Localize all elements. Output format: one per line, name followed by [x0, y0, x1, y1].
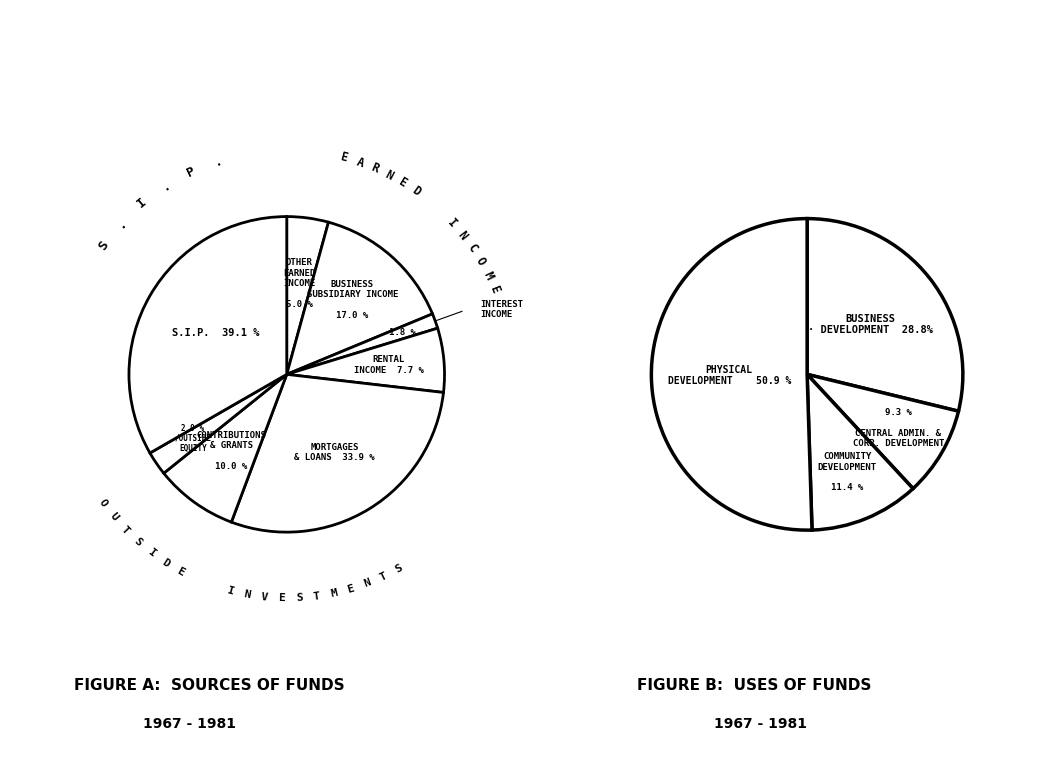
- Text: D: D: [160, 557, 171, 569]
- Text: 1967 - 1981: 1967 - 1981: [714, 717, 807, 730]
- Wedge shape: [129, 216, 287, 453]
- Text: I: I: [145, 547, 157, 559]
- Text: S.I.P.  39.1 %: S.I.P. 39.1 %: [172, 329, 259, 338]
- Wedge shape: [807, 374, 913, 530]
- Text: N: N: [383, 168, 395, 183]
- Wedge shape: [232, 374, 444, 533]
- Text: R: R: [369, 161, 380, 176]
- Text: V: V: [260, 592, 268, 603]
- Text: M: M: [329, 588, 338, 599]
- Text: T: T: [312, 591, 321, 602]
- Text: PHYSICAL
DEVELOPMENT    50.9 %: PHYSICAL DEVELOPMENT 50.9 %: [668, 364, 791, 387]
- Text: D: D: [410, 184, 423, 199]
- Text: A: A: [355, 155, 365, 170]
- Text: I: I: [135, 196, 150, 211]
- Text: INTEREST
INCOME: INTEREST INCOME: [480, 299, 524, 319]
- Text: E: E: [346, 584, 356, 595]
- Text: 1.8 %: 1.8 %: [389, 329, 416, 337]
- Text: I: I: [445, 216, 460, 230]
- Text: S: S: [96, 239, 110, 253]
- Text: U: U: [107, 511, 120, 523]
- Text: 2.9 %
/OUTSIDE
EQUITY: 2.9 % /OUTSIDE EQUITY: [174, 423, 211, 453]
- Wedge shape: [807, 374, 959, 488]
- Text: COMMUNITY
DEVELOPMENT

11.4 %: COMMUNITY DEVELOPMENT 11.4 %: [818, 452, 877, 493]
- Text: T: T: [378, 571, 389, 582]
- Text: 9.3 %

CENTRAL ADMIN. &
CORP. DEVELOPMENT: 9.3 % CENTRAL ADMIN. & CORP. DEVELOPMENT: [853, 408, 944, 448]
- Text: CONTRIBUTIONS
& GRANTS

10.0 %: CONTRIBUTIONS & GRANTS 10.0 %: [196, 431, 267, 471]
- Text: .: .: [158, 179, 172, 193]
- Wedge shape: [287, 222, 432, 374]
- Text: S: S: [393, 562, 405, 575]
- Text: 1967 - 1981: 1967 - 1981: [143, 717, 237, 730]
- Text: E: E: [397, 176, 410, 190]
- Text: RENTAL
INCOME  7.7 %: RENTAL INCOME 7.7 %: [354, 355, 424, 374]
- Text: I: I: [225, 585, 235, 597]
- Text: O: O: [98, 497, 109, 509]
- Text: BUSINESS
· DEVELOPMENT  28.8%: BUSINESS · DEVELOPMENT 28.8%: [808, 313, 933, 335]
- Text: O: O: [473, 255, 487, 268]
- Text: FIGURE B:  USES OF FUNDS: FIGURE B: USES OF FUNDS: [637, 678, 872, 694]
- Wedge shape: [164, 374, 287, 522]
- Text: S: S: [132, 536, 143, 548]
- Text: E: E: [278, 594, 285, 604]
- Text: N: N: [242, 589, 251, 601]
- Text: T: T: [120, 524, 132, 536]
- Text: N: N: [456, 228, 469, 242]
- Text: OTHER
EARNED
INCOME

5.0 %: OTHER EARNED INCOME 5.0 %: [282, 258, 315, 309]
- Text: E: E: [340, 151, 349, 165]
- Text: N: N: [362, 578, 372, 589]
- Text: .: .: [211, 154, 223, 169]
- Wedge shape: [807, 219, 963, 411]
- Text: P: P: [184, 164, 198, 180]
- Text: C: C: [464, 241, 479, 255]
- Text: MORTGAGES
& LOANS  33.9 %: MORTGAGES & LOANS 33.9 %: [294, 443, 375, 462]
- Text: S: S: [295, 593, 303, 604]
- Wedge shape: [287, 314, 438, 374]
- Text: M: M: [481, 270, 495, 282]
- Text: E: E: [175, 566, 186, 578]
- Text: E: E: [487, 285, 502, 296]
- Text: BUSINESS
SUBSIDIARY INCOME

17.0 %: BUSINESS SUBSIDIARY INCOME 17.0 %: [307, 280, 398, 320]
- Wedge shape: [651, 219, 812, 530]
- Wedge shape: [287, 216, 328, 374]
- Wedge shape: [150, 374, 287, 473]
- Wedge shape: [287, 329, 445, 393]
- Text: .: .: [114, 216, 129, 231]
- Text: FIGURE A:  SOURCES OF FUNDS: FIGURE A: SOURCES OF FUNDS: [74, 678, 345, 694]
